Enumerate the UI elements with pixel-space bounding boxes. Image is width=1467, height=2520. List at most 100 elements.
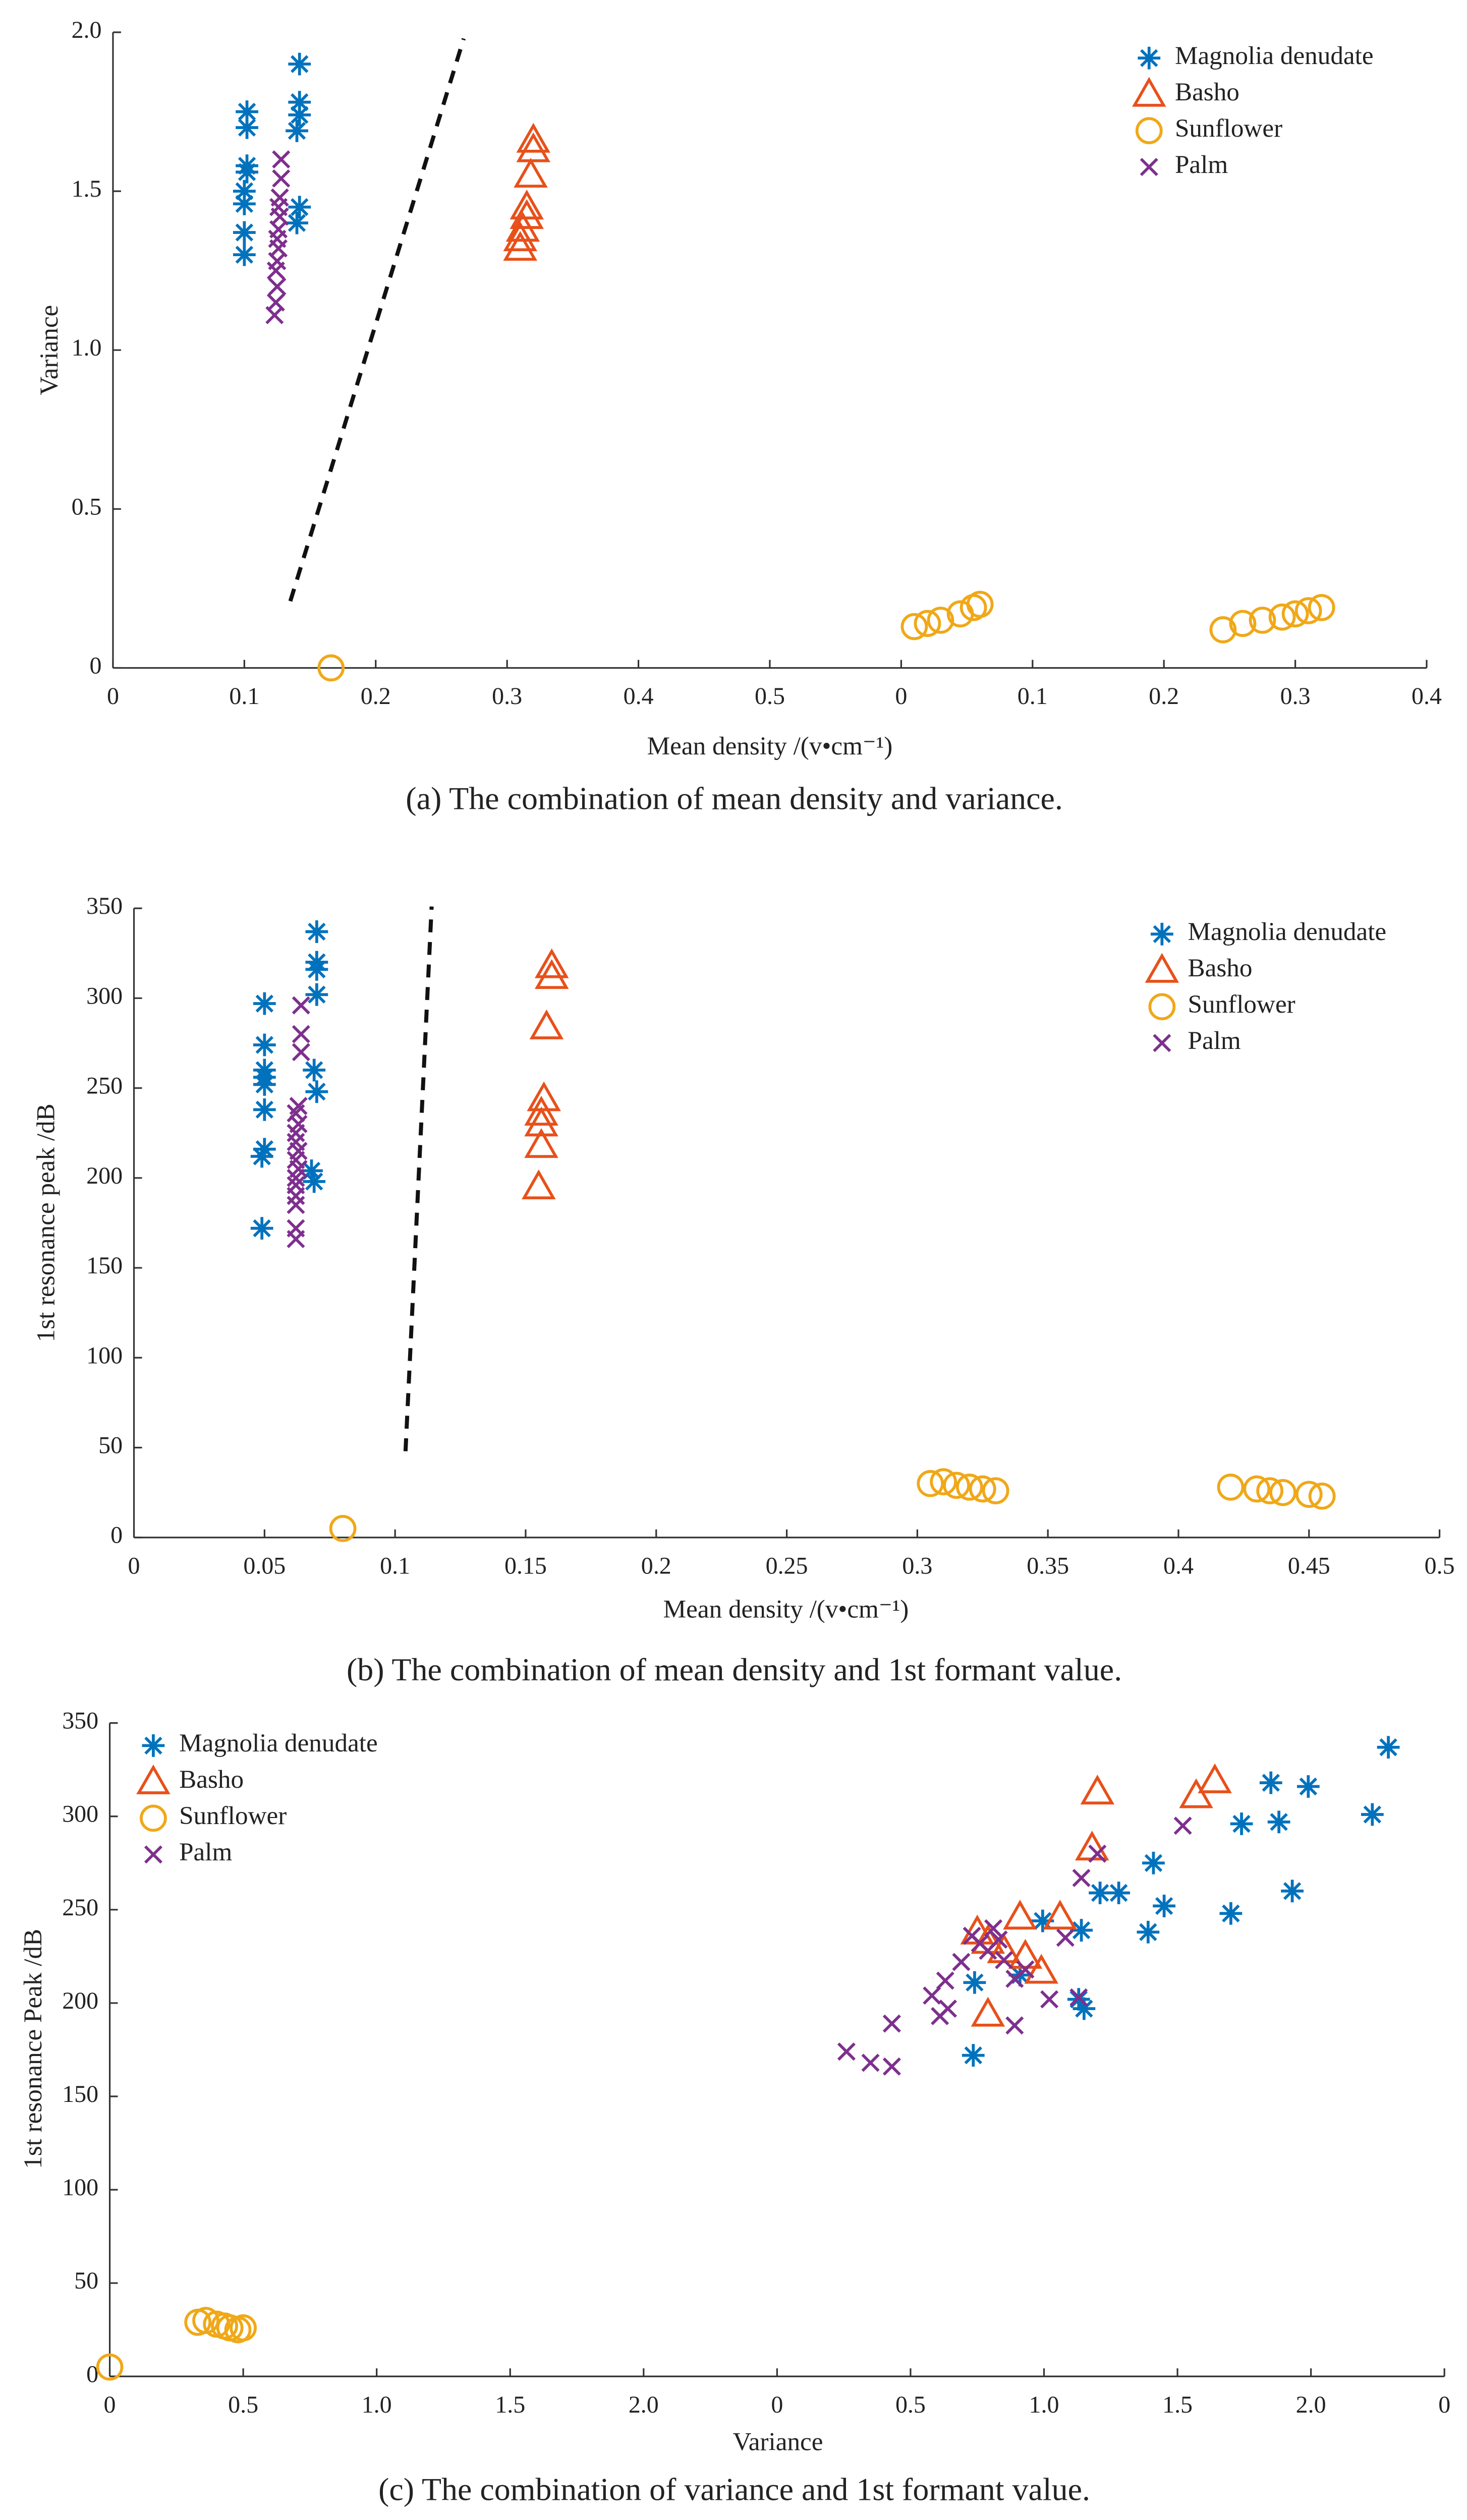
circle-point (917, 1470, 944, 1497)
legend-label: Palm (1175, 150, 1228, 179)
asterisk-point (963, 1971, 986, 1994)
triangle-point (516, 123, 551, 153)
y-tick-label: 100 (62, 2174, 98, 2201)
x-tick-label: 1.5 (1162, 2391, 1193, 2418)
x-tick-label: 2.0 (629, 2391, 659, 2418)
legend-label: Sunflower (1175, 114, 1282, 143)
x-point (287, 1196, 305, 1214)
circle-point (1308, 594, 1335, 621)
legend-marker (1135, 117, 1163, 144)
y-tick-label: 350 (62, 1708, 98, 1734)
y-axis-title: 1st resonance peak /dB (32, 1103, 61, 1342)
triangle-point (1008, 1939, 1043, 1969)
x-point (266, 293, 285, 312)
legend-label: Palm (1188, 1026, 1241, 1055)
asterisk-point (305, 920, 328, 943)
triangle-point (971, 1997, 1005, 2027)
x-tick-label: 0 (128, 1553, 140, 1579)
legend-label: Basho (1188, 954, 1253, 982)
circle-point (1269, 1479, 1296, 1506)
x-point (270, 188, 289, 207)
asterisk-point (288, 103, 311, 127)
triangle-point (529, 1009, 564, 1039)
asterisk-point (236, 100, 258, 123)
y-tick-label: 50 (98, 1432, 123, 1459)
legend-marker (142, 1734, 165, 1757)
circle-point (1281, 600, 1309, 628)
triangle-point (1003, 1900, 1037, 1930)
triangle-point (522, 1169, 556, 1200)
asterisk-point (253, 1033, 276, 1057)
circle-point (1229, 610, 1257, 637)
asterisk-point (1070, 1919, 1093, 1942)
legend-marker (136, 1764, 171, 1794)
asterisk-point (1230, 1812, 1253, 1835)
circle-point (969, 1475, 996, 1503)
circle-point (192, 2307, 219, 2334)
asterisk-point (303, 1170, 326, 1193)
triangle-point (503, 221, 537, 252)
triangle-point (516, 132, 551, 162)
y-tick-label: 350 (86, 893, 123, 919)
x-tick-label: 0.4 (1163, 1553, 1194, 1579)
asterisk-point (1219, 1902, 1243, 1925)
circle-point (1295, 1481, 1323, 1508)
x-tick-label: 0.5 (895, 2391, 926, 2418)
legend-marker (144, 1845, 162, 1864)
x-point (1040, 1990, 1059, 2009)
asterisk-point (1073, 1997, 1096, 2020)
x-tick-label: 1.0 (362, 2391, 392, 2418)
boundary-line (403, 906, 434, 1451)
triangle-point (510, 190, 544, 220)
x-axis-title: Mean density /(v•cm⁻¹) (647, 732, 893, 760)
circle-point (927, 607, 954, 634)
x-point (882, 2057, 901, 2076)
x-tick-label: 0.5 (1425, 1553, 1455, 1579)
asterisk-point (1259, 1771, 1282, 1794)
legend-marker (1140, 158, 1158, 177)
triangle-point (503, 230, 537, 261)
circle-point (317, 654, 345, 682)
x-tick-label: 1.0 (1029, 2391, 1059, 2418)
circle-point (1249, 607, 1276, 634)
asterisk-point (288, 52, 311, 76)
asterisk-point (250, 1145, 273, 1168)
x-tick-label: 0.5 (755, 683, 785, 710)
y-tick-label: 0 (86, 2361, 98, 2387)
y-tick-label: 300 (62, 1801, 98, 1828)
circle-point (1256, 1477, 1284, 1504)
circle-point (1243, 1475, 1271, 1503)
asterisk-point (288, 91, 311, 114)
caption: (c) The combination of variance and 1st … (378, 2471, 1090, 2507)
y-tick-label: 250 (62, 1894, 98, 1921)
y-tick-label: 2.0 (72, 17, 102, 43)
y-axis-title: 1st resonance Peak /dB (19, 1929, 47, 2169)
x-point (272, 150, 291, 169)
asterisk-point (236, 154, 258, 178)
triangle-point (524, 1128, 558, 1158)
x-tick-label: 0.5 (228, 2391, 258, 2418)
triangle-point (524, 1106, 558, 1137)
asterisk-point (1089, 1882, 1112, 1904)
x-point (1088, 1844, 1107, 1863)
circle-point (956, 1474, 983, 1501)
y-tick-label: 0.5 (72, 493, 102, 520)
y-tick-label: 250 (86, 1073, 123, 1099)
x-tick-label: 0.25 (766, 1553, 808, 1579)
triangle-point (1024, 1954, 1058, 1984)
legend-label: Palm (179, 1838, 232, 1866)
y-tick-label: 50 (74, 2267, 98, 2294)
asterisk-point (253, 1098, 276, 1121)
triangle-point (534, 948, 569, 978)
caption: (a) The combination of mean density and … (406, 781, 1063, 816)
legend-label: Sunflower (1188, 990, 1295, 1019)
legend-marker (1145, 953, 1179, 983)
x-point (272, 169, 291, 188)
x-point (936, 1971, 954, 1990)
y-tick-label: 1.5 (72, 175, 102, 202)
x-axis-title: Variance (732, 2427, 823, 2456)
legend-marker (1150, 922, 1173, 946)
legend-label: Magnolia denudate (1175, 41, 1374, 70)
asterisk-point (286, 211, 308, 235)
